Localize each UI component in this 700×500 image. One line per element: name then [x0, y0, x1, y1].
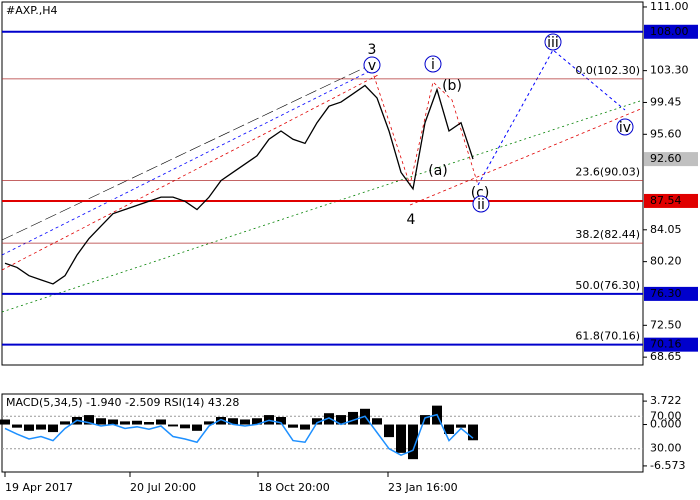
x-tick-label: 18 Oct 20:00: [258, 481, 330, 494]
fib-label: 38.2(82.44): [575, 228, 640, 241]
macd-bar: [60, 421, 70, 425]
macd-bar: [396, 424, 406, 453]
macd-bar: [0, 419, 10, 425]
level-label: 92.60: [650, 152, 682, 165]
macd-bar: [12, 424, 22, 428]
wave-circle: [616, 118, 634, 136]
wave-label: (b): [442, 78, 462, 94]
wave-label: iii: [547, 35, 559, 51]
macd-bar: [48, 424, 58, 433]
macd-bar: [36, 424, 46, 430]
y-tick-label: 84.05: [650, 223, 682, 236]
wave-label: 3: [368, 42, 377, 58]
rsi-tick-label: 70.00: [650, 409, 682, 422]
macd-tick-label: 0.000: [650, 418, 682, 431]
macd-bar: [336, 415, 346, 425]
chart-title: #AXP.,H4: [6, 4, 57, 17]
macd-bar: [216, 416, 226, 425]
x-tick-label: 23 Jan 16:00: [388, 481, 458, 494]
macd-bar: [180, 424, 190, 429]
macd-tick-label: 3.722: [650, 394, 682, 407]
wave-label: v: [368, 58, 376, 74]
macd-bar: [312, 418, 322, 425]
macd-bar: [204, 421, 214, 425]
wave-label: ii: [477, 197, 485, 213]
macd-bar: [132, 420, 142, 425]
macd-bar: [288, 424, 298, 428]
macd-bar: [84, 415, 94, 425]
macd-tick-label: -6.573: [650, 459, 685, 472]
level-box: [644, 337, 698, 352]
macd-bar: [144, 422, 154, 425]
y-tick-label: 72.50: [650, 318, 682, 331]
x-tick-label: 19 Apr 2017: [5, 481, 73, 494]
level-box: [644, 193, 698, 208]
fib-label: 50.0(76.30): [575, 279, 640, 292]
level-box: [644, 286, 698, 301]
macd-bar: [120, 421, 130, 425]
macd-bar: [276, 416, 286, 425]
macd-bar: [348, 411, 358, 425]
macd-bar: [192, 424, 202, 431]
macd-bar: [228, 418, 238, 425]
macd-bar: [300, 424, 310, 430]
indicator-frame: [1, 393, 644, 473]
wave-label: (a): [428, 163, 448, 179]
fib-label: 61.8(70.16): [575, 330, 640, 343]
level-label: 76.30: [650, 287, 682, 300]
y-tick-label: 68.65: [650, 350, 682, 363]
macd-bar: [456, 424, 466, 428]
macd-bar: [408, 424, 418, 460]
wave-label: i: [431, 57, 435, 73]
fib-label: 0.0(102.30): [575, 64, 640, 77]
macd-bar: [468, 424, 478, 441]
y-tick-label: 103.30: [650, 64, 689, 77]
level-label: 108.00: [650, 25, 689, 38]
macd-bar: [444, 424, 454, 434]
channels: [1, 49, 644, 313]
indicator-title: MACD(5,34,5) -1.940 -2.509 RSI(14) 43.28: [6, 396, 239, 409]
price-line: [4, 84, 474, 285]
wave-label: iv: [619, 120, 631, 136]
rsi-tick-label: 30.00: [650, 442, 682, 455]
y-tick-label: 80.20: [650, 255, 682, 268]
macd-bar: [108, 419, 118, 425]
level-box: [644, 152, 698, 167]
macd-bar: [372, 418, 382, 425]
level-box: [644, 24, 698, 39]
wave-circle: [424, 55, 442, 73]
level-label: 70.16: [650, 338, 682, 351]
y-tick-label: 99.45: [650, 95, 682, 108]
macd-bar: [96, 418, 106, 425]
main-frame: [1, 1, 644, 366]
y-tick-label: 111.00: [650, 0, 689, 13]
y-tick-label: 95.60: [650, 127, 682, 140]
x-tick-label: 20 Jul 20:00: [130, 481, 196, 494]
macd-bar: [168, 424, 178, 427]
macd-bar: [24, 424, 34, 431]
macd-bar: [252, 418, 262, 425]
fib-label: 23.6(90.03): [575, 165, 640, 178]
wave-label: 4: [407, 212, 416, 228]
macd-bar: [156, 419, 166, 425]
level-label: 87.54: [650, 194, 682, 207]
macd-bar: [240, 419, 250, 425]
macd-bar: [324, 413, 334, 425]
wave-circle: [472, 195, 490, 213]
wave-circle: [544, 33, 562, 51]
wave-circle: [363, 56, 381, 74]
rsi-line: [4, 413, 474, 457]
macd-bar: [384, 424, 394, 438]
